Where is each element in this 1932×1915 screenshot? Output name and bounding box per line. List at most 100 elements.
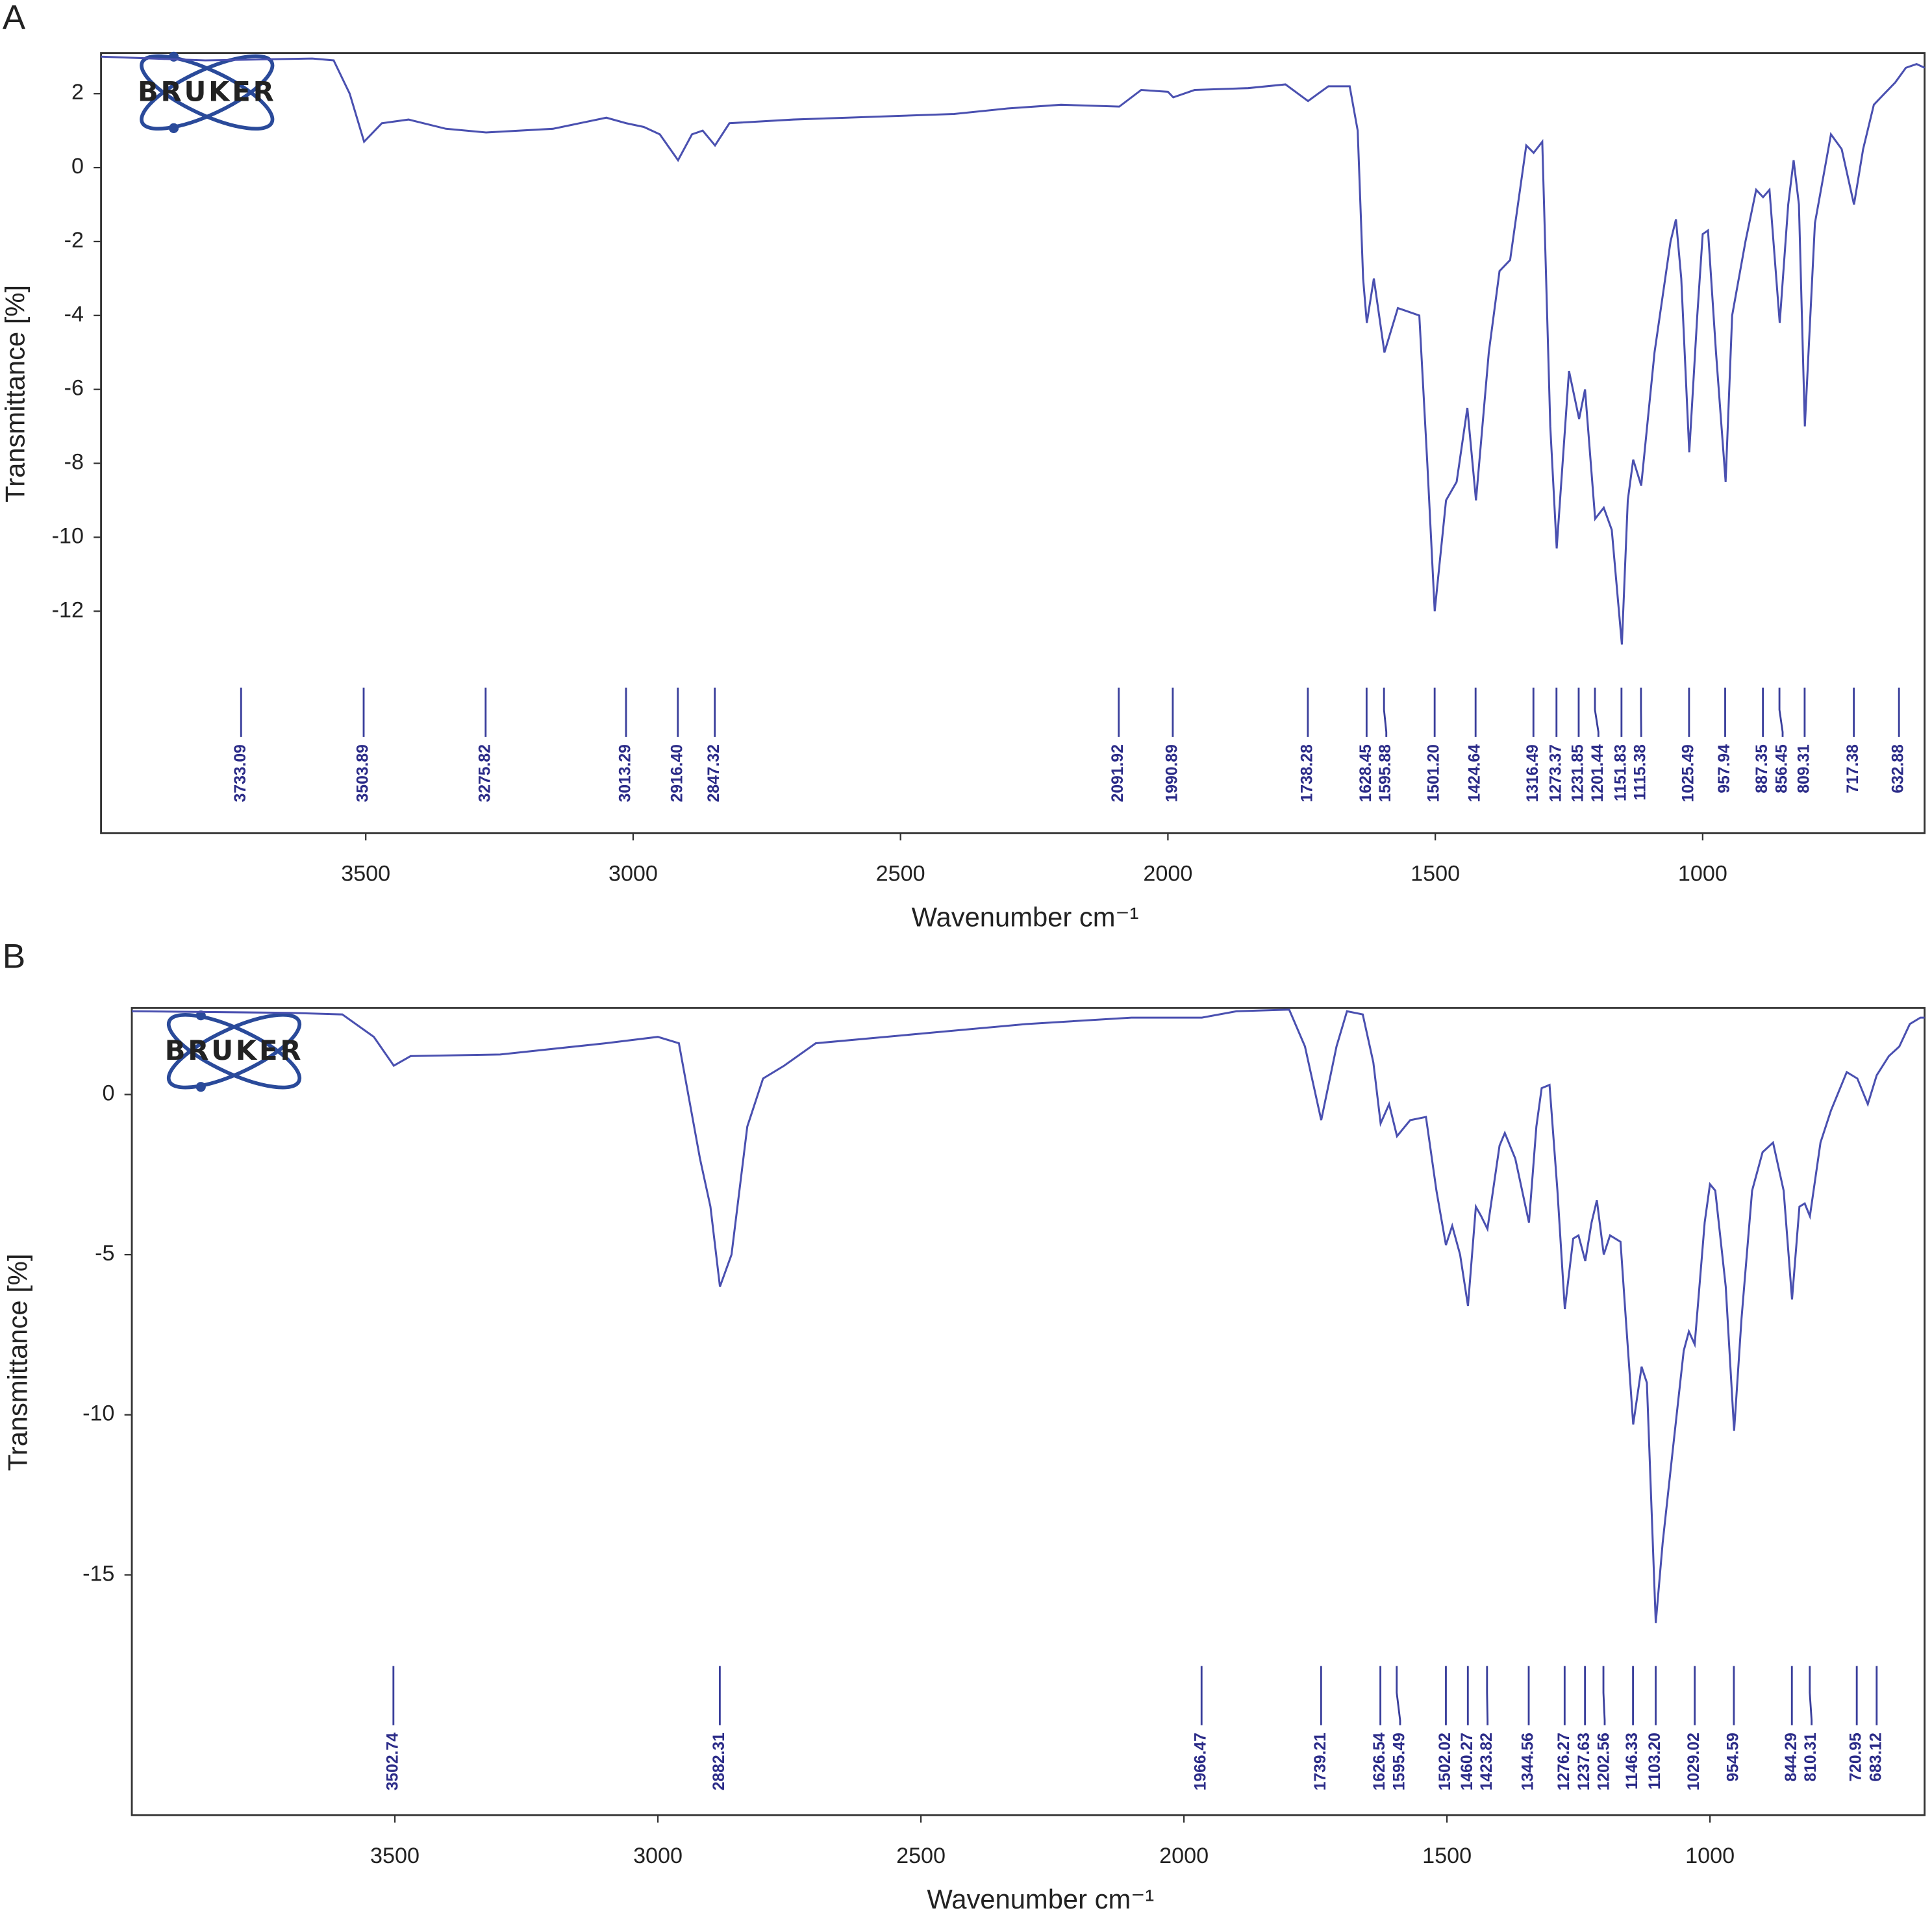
x-tick-label: 1000 bbox=[1685, 1844, 1735, 1868]
panel-label: B bbox=[3, 937, 25, 975]
peak-label: 717.38 bbox=[1844, 744, 1862, 793]
peak-label: 1595.88 bbox=[1377, 744, 1394, 802]
peak-label: 844.29 bbox=[1783, 1733, 1800, 1781]
peak-label: 1146.33 bbox=[1624, 1733, 1641, 1790]
y-tick-label: -12 bbox=[52, 597, 84, 622]
plot-frame bbox=[131, 1007, 1926, 1816]
logo-orbit bbox=[140, 54, 275, 131]
peak-label: 3013.29 bbox=[617, 744, 634, 802]
spectrum-line bbox=[131, 1008, 1925, 1623]
peak-label: 1276.27 bbox=[1555, 1733, 1573, 1790]
peak-label: 1966.47 bbox=[1192, 1733, 1210, 1790]
x-tick-label: 3000 bbox=[608, 861, 658, 886]
x-axis-label: Wavenumber cm⁻¹ bbox=[912, 902, 1139, 932]
logo-orbit bbox=[140, 54, 275, 131]
x-axis-label: Wavenumber cm⁻¹ bbox=[927, 1884, 1154, 1914]
logo-dot bbox=[168, 123, 179, 133]
peak-label: 856.45 bbox=[1774, 744, 1791, 794]
peak-marker bbox=[1594, 687, 1600, 737]
peak-label: 1501.20 bbox=[1425, 744, 1443, 802]
peak-label: 1424.64 bbox=[1466, 744, 1484, 802]
peak-label: 2882.31 bbox=[710, 1733, 728, 1790]
logo-orbit bbox=[166, 1013, 302, 1090]
y-axis-label: Transmittance [%] bbox=[0, 285, 31, 503]
peak-label: 3502.74 bbox=[384, 1733, 401, 1790]
peak-label: 1237.63 bbox=[1575, 1733, 1593, 1790]
y-tick-label: -15 bbox=[82, 1561, 114, 1586]
peak-label: 2091.92 bbox=[1109, 744, 1127, 802]
peak-label: 632.88 bbox=[1890, 744, 1907, 793]
peak-label: 1423.82 bbox=[1478, 1733, 1496, 1790]
x-tick-label: 1500 bbox=[1422, 1844, 1472, 1868]
x-tick-label: 3500 bbox=[341, 861, 390, 886]
x-tick-label: 3000 bbox=[633, 1844, 683, 1868]
y-tick-label: -8 bbox=[64, 450, 84, 475]
y-tick-label: -4 bbox=[64, 302, 84, 327]
peak-label: 3733.09 bbox=[232, 744, 249, 802]
peak-label: 1115.38 bbox=[1632, 744, 1650, 800]
peak-label: 1316.49 bbox=[1524, 744, 1542, 802]
x-tick-label: 1500 bbox=[1411, 861, 1460, 886]
x-tick-label: 3500 bbox=[370, 1844, 420, 1868]
logo: BRUKER bbox=[138, 51, 277, 133]
peak-marker bbox=[1602, 1666, 1606, 1725]
logo-orbit bbox=[166, 1013, 302, 1090]
peak-label: 1739.21 bbox=[1312, 1733, 1329, 1790]
peak-label: 3503.89 bbox=[355, 744, 372, 802]
peak-label: 1502.02 bbox=[1436, 1733, 1454, 1790]
y-tick-label: -5 bbox=[95, 1241, 114, 1266]
x-tick-label: 2000 bbox=[1143, 861, 1192, 886]
peak-label: 1151.83 bbox=[1612, 744, 1629, 801]
peak-label: 683.12 bbox=[1867, 1733, 1885, 1781]
peak-label: 1025.49 bbox=[1679, 744, 1697, 802]
logo: BRUKER bbox=[165, 1010, 304, 1092]
y-tick-label: -10 bbox=[82, 1401, 114, 1426]
peak-label: 1626.54 bbox=[1371, 1733, 1388, 1790]
peak-label: 1201.44 bbox=[1589, 744, 1607, 802]
panel-label: A bbox=[3, 0, 26, 36]
peak-label: 1595.49 bbox=[1390, 1733, 1408, 1790]
y-tick-label: 0 bbox=[102, 1081, 114, 1105]
x-tick-label: 2500 bbox=[876, 861, 925, 886]
peak-label: 2916.40 bbox=[668, 744, 686, 802]
peak-label: 1460.27 bbox=[1459, 1733, 1476, 1790]
peak-label: 954.59 bbox=[1724, 1733, 1742, 1781]
y-tick-label: -6 bbox=[64, 376, 84, 401]
peak-label: 810.31 bbox=[1802, 1733, 1820, 1782]
x-tick-label: 2500 bbox=[896, 1844, 946, 1868]
peak-label: 1103.20 bbox=[1646, 1733, 1664, 1790]
peak-marker bbox=[1486, 1666, 1489, 1725]
peak-label: 809.31 bbox=[1795, 744, 1813, 794]
logo-text: BRUKER bbox=[138, 76, 277, 108]
peak-marker bbox=[1383, 687, 1388, 737]
plot-frame bbox=[100, 52, 1926, 834]
y-axis-label: Transmittance [%] bbox=[2, 1253, 32, 1471]
peak-label: 1344.56 bbox=[1520, 1733, 1537, 1790]
peak-label: 1273.37 bbox=[1547, 744, 1564, 802]
x-tick-label: 1000 bbox=[1678, 861, 1727, 886]
spectrum-line bbox=[101, 55, 1926, 645]
logo-dot bbox=[195, 1010, 206, 1021]
peak-label: 1202.56 bbox=[1596, 1733, 1613, 1790]
peak-label: 957.94 bbox=[1716, 744, 1733, 794]
x-tick-label: 2000 bbox=[1159, 1844, 1209, 1868]
peak-label: 3275.82 bbox=[476, 744, 494, 802]
peak-marker bbox=[1396, 1666, 1401, 1725]
logo-dot bbox=[195, 1082, 206, 1092]
y-tick-label: 2 bbox=[71, 80, 84, 105]
peak-label: 1231.85 bbox=[1569, 744, 1587, 802]
peak-marker bbox=[1809, 1666, 1813, 1725]
peak-marker bbox=[1778, 687, 1784, 737]
logo-text: BRUKER bbox=[165, 1034, 304, 1066]
peak-label: 2847.32 bbox=[705, 744, 723, 802]
peak-label: 1990.89 bbox=[1163, 744, 1181, 802]
peak-label: 887.35 bbox=[1753, 744, 1771, 794]
peak-label: 1029.02 bbox=[1685, 1733, 1703, 1790]
y-tick-label: -10 bbox=[52, 523, 84, 548]
peak-label: 1628.45 bbox=[1357, 744, 1375, 802]
y-tick-label: 0 bbox=[71, 154, 84, 179]
peak-label: 1738.28 bbox=[1298, 744, 1316, 802]
peak-label: 720.95 bbox=[1848, 1733, 1865, 1782]
